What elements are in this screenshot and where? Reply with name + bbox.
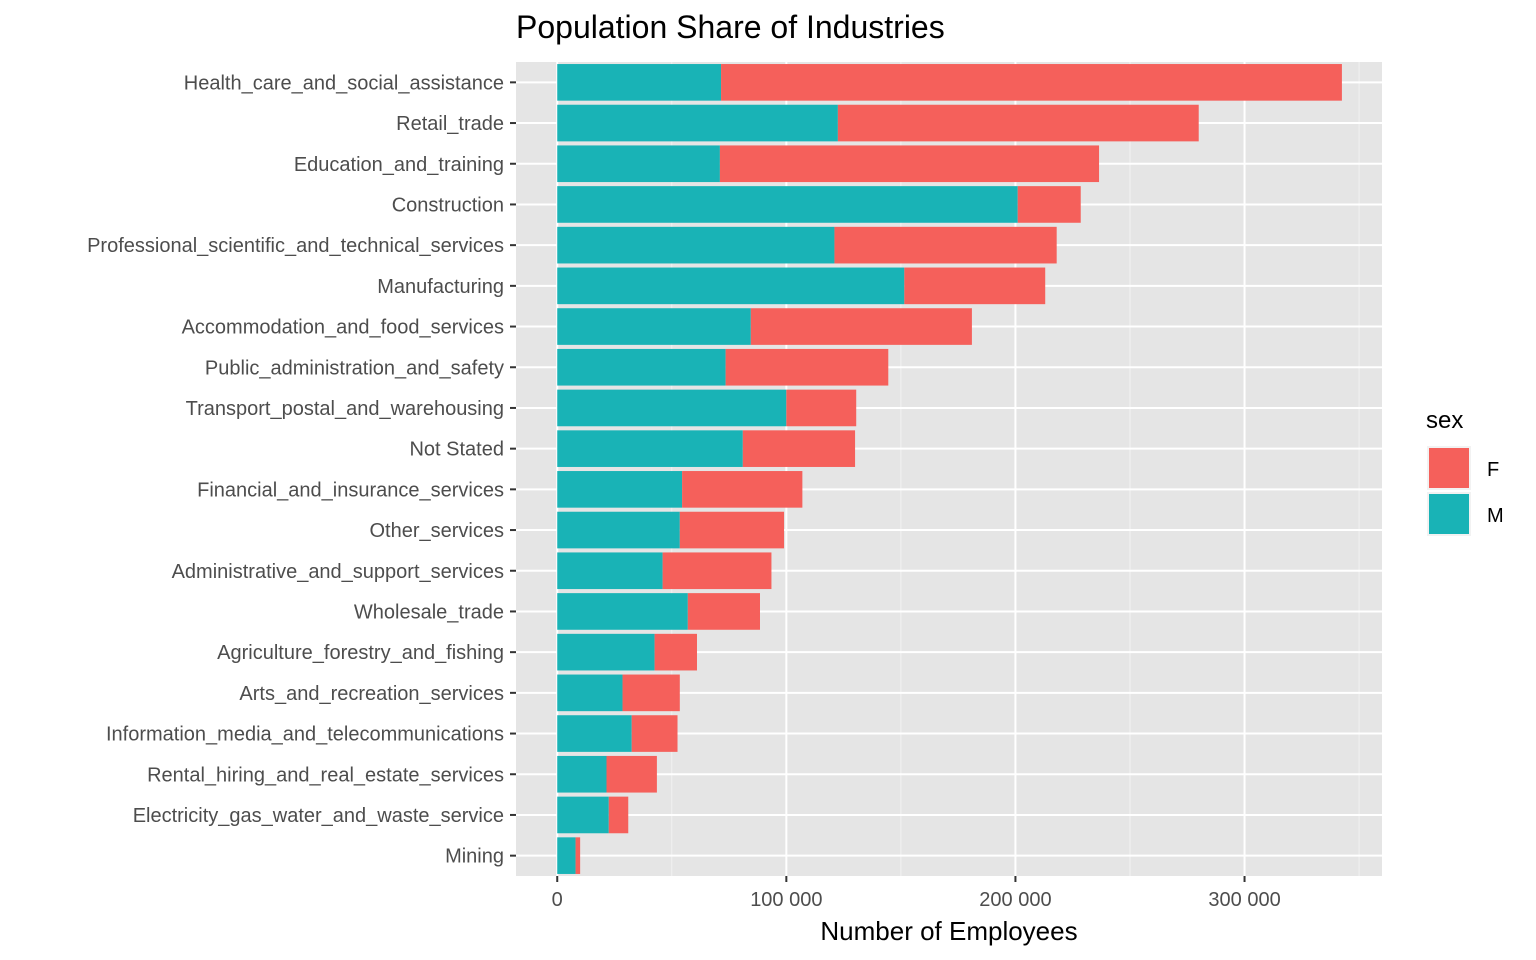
bar-f-rental-hiring-and-real-estate-services	[606, 755, 657, 793]
x-axis-title: Number of Employees	[820, 916, 1077, 946]
bar-m-transport-postal-and-warehousing	[557, 389, 787, 427]
y-tick-label: Agriculture_forestry_and_fishing	[217, 642, 504, 664]
bar-f-not-stated	[742, 430, 856, 467]
bar-f-public-administration-and-safety	[725, 348, 889, 386]
bar-f-other-services	[679, 511, 785, 549]
y-tick-label: Education_and_training	[294, 154, 504, 176]
bar-f-mining	[575, 837, 581, 874]
y-tick-label: Transport_postal_and_warehousing	[186, 398, 504, 420]
plot-panel	[516, 62, 1382, 876]
bar-f-arts-and-recreation-services	[622, 674, 680, 712]
legend: sex FM	[1426, 407, 1504, 536]
bar-f-professional-scientific-and-technical-services	[834, 226, 1057, 264]
x-axis: 0 100 000 200 000 300 000	[552, 876, 1281, 911]
legend-label-f: F	[1487, 459, 1499, 481]
bar-m-financial-and-insurance-services	[557, 471, 683, 508]
chart-title: Population Share of Industries	[516, 9, 945, 45]
y-tick-label: Rental_hiring_and_real_estate_services	[147, 764, 504, 786]
y-tick-label: Administrative_and_support_services	[172, 561, 504, 583]
x-tick-label: 300 000	[1208, 889, 1280, 911]
bar-m-accommodation-and-food-services	[557, 308, 751, 345]
x-tick-label: 0	[552, 889, 563, 911]
bar-m-wholesale-trade	[557, 593, 688, 630]
y-tick-label: Arts_and_recreation_services	[239, 683, 504, 705]
bar-f-manufacturing	[904, 267, 1046, 305]
x-tick-label: 200 000	[979, 889, 1051, 911]
bar-m-not-stated	[557, 430, 743, 467]
y-tick-label: Other_services	[370, 520, 505, 542]
bar-f-wholesale-trade	[687, 593, 760, 630]
y-tick-label: Public_administration_and_safety	[205, 357, 504, 379]
bar-f-health-care-and-social-assistance	[721, 64, 1342, 101]
bar-m-arts-and-recreation-services	[557, 674, 623, 712]
y-tick-label: Information_media_and_telecommunications	[106, 724, 504, 746]
bar-f-agriculture-forestry-and-fishing	[654, 633, 697, 671]
x-tick-label: 100 000	[750, 889, 822, 911]
bar-m-mining	[557, 837, 576, 874]
legend-title: sex	[1426, 407, 1463, 434]
y-tick-label: Professional_scientific_and_technical_se…	[87, 235, 504, 257]
bar-m-agriculture-forestry-and-fishing	[557, 633, 655, 671]
bar-f-education-and-training	[719, 145, 1100, 183]
bar-f-construction	[1017, 186, 1081, 223]
y-tick-label: Mining	[445, 846, 504, 868]
bar-m-other-services	[557, 511, 680, 549]
bar-m-professional-scientific-and-technical-services	[557, 226, 835, 264]
bar-m-administrative-and-support-services	[557, 552, 663, 590]
bar-f-information-media-and-telecommunications	[631, 715, 678, 752]
y-tick-label: Manufacturing	[377, 276, 504, 298]
y-tick-label: Accommodation_and_food_services	[182, 317, 504, 339]
bar-f-financial-and-insurance-services	[682, 471, 803, 508]
legend-key-f	[1429, 448, 1469, 488]
bar-m-health-care-and-social-assistance	[557, 64, 722, 101]
y-tick-label: Construction	[392, 194, 504, 216]
bar-m-construction	[557, 186, 1018, 223]
bar-m-manufacturing	[557, 267, 905, 305]
bar-f-administrative-and-support-services	[662, 552, 772, 590]
y-tick-label: Not Stated	[409, 439, 504, 461]
bar-f-retail-trade	[837, 104, 1199, 142]
bar-m-education-and-training	[557, 145, 720, 183]
y-tick-label: Wholesale_trade	[354, 601, 504, 623]
bars	[557, 64, 1342, 874]
bar-f-transport-postal-and-warehousing	[786, 389, 857, 427]
y-tick-label: Retail_trade	[396, 113, 504, 135]
legend-key-m	[1429, 494, 1469, 534]
y-tick-label: Financial_and_insurance_services	[197, 479, 504, 501]
y-tick-label: Health_care_and_social_assistance	[184, 72, 504, 94]
bar-f-electricity-gas-water-and-waste-service	[608, 796, 629, 834]
bar-m-rental-hiring-and-real-estate-services	[557, 755, 607, 793]
bar-m-retail-trade	[557, 104, 838, 142]
legend-items: FM	[1427, 446, 1504, 536]
y-axis: Health_care_and_social_assistance Retail_…	[87, 72, 516, 868]
legend-label-m: M	[1487, 505, 1504, 527]
bar-m-public-administration-and-safety	[557, 348, 726, 386]
y-tick-label: Electricity_gas_water_and_waste_service	[133, 805, 504, 827]
bar-f-accommodation-and-food-services	[750, 308, 972, 345]
bar-m-electricity-gas-water-and-waste-service	[557, 796, 609, 834]
bar-m-information-media-and-telecommunications	[557, 715, 632, 752]
